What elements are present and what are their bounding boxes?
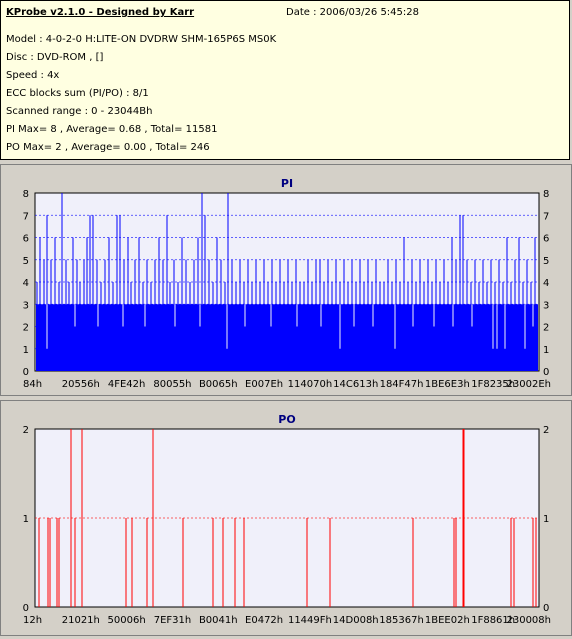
info-line-po-stats: PO Max= 2 , Average= 0.00 , Total= 246 (6, 142, 210, 153)
y-tick-label: 0 (23, 367, 29, 378)
x-tick-label: 7EF31h (154, 615, 192, 626)
po-chart: 0 0 1 1 2 2 PO 12h 21021h 50006h 7EF31h B0041h E0472… (23, 413, 551, 626)
y-tick-label: 4 (23, 278, 29, 289)
info-line-disc: Disc : DVD-ROM , [] (6, 52, 104, 63)
x-tick-label: 1F8235h (471, 379, 515, 390)
scan-date: Date : 2006/03/26 5:45:28 (286, 7, 419, 18)
x-tick-label: 1BEE02h (425, 615, 470, 626)
x-tick-label: E007Eh (245, 379, 283, 390)
x-tick-label: E0472h (245, 615, 283, 626)
y-tick-label-right: 7 (543, 211, 549, 222)
info-line-range: Scanned range : 0 - 23044Bh (6, 106, 153, 117)
y-tick-label: 2 (23, 323, 29, 334)
y-tick-label-right: 1 (543, 514, 549, 525)
x-tick-label: 230008h (506, 615, 551, 626)
y-tick-label-right: 2 (543, 323, 549, 334)
info-line-ecc: ECC blocks sum (PI/PO) : 8/1 (6, 88, 149, 99)
info-line-pi-stats: PI Max= 8 , Average= 0.68 , Total= 11581 (6, 124, 218, 135)
y-tick-label-right: 5 (543, 256, 549, 267)
y-tick-label: 3 (23, 300, 29, 311)
x-tick-label: 4FE42h (108, 379, 146, 390)
x-tick-label: 14C613h (333, 379, 378, 390)
x-tick-label: 23002Eh (507, 379, 551, 390)
x-tick-label: 114070h (288, 379, 333, 390)
y-tick-label: 6 (23, 234, 29, 245)
app-title: KProbe v2.1.0 - Designed by Karr (6, 7, 195, 18)
y-tick-label-right: 0 (543, 603, 549, 614)
y-tick-label-right: 6 (543, 234, 549, 245)
x-tick-label: B0041h (199, 615, 238, 626)
x-tick-label: 20556h (62, 379, 100, 390)
y-tick-label: 5 (23, 256, 29, 267)
y-tick-label: 7 (23, 211, 29, 222)
y-tick-label: 8 (23, 189, 29, 200)
y-tick-label-right: 0 (543, 367, 549, 378)
y-tick-label: 0 (23, 603, 29, 614)
chart-title: PI (281, 177, 293, 190)
x-tick-label: 50006h (108, 615, 146, 626)
po-chart-panel: 0 0 1 1 2 2 PO 12h 21021h 50006h 7EF31h B0041h E0472… (0, 400, 572, 636)
x-tick-label: 80055h (153, 379, 191, 390)
y-tick-label-right: 2 (543, 425, 549, 436)
x-tick-label: 14D008h (333, 615, 379, 626)
x-tick-label: 184F47h (380, 379, 424, 390)
y-tick-label-right: 4 (543, 278, 549, 289)
y-tick-label-right: 8 (543, 189, 549, 200)
y-tick-label-right: 1 (543, 345, 549, 356)
y-tick-label: 1 (23, 345, 29, 356)
x-tick-label: 12h (23, 615, 42, 626)
x-tick-label: 1F8861h (471, 615, 515, 626)
x-tick-label: 1BE6E3h (425, 379, 470, 390)
x-tick-label: 84h (23, 379, 42, 390)
x-tick-label: B0065h (199, 379, 238, 390)
x-tick-label: 21021h (62, 615, 100, 626)
info-line-speed: Speed : 4x (6, 70, 60, 81)
y-tick-label: 2 (23, 425, 29, 436)
y-tick-label-right: 3 (543, 300, 549, 311)
pi-chart: 0 0 1 1 2 2 3 3 4 4 5 5 6 6 7 7 8 8 PI 84h 20556h 4FE42h 80055… (23, 177, 551, 390)
info-panel: KProbe v2.1.0 - Designed by Karr Date : … (0, 0, 570, 160)
x-tick-label: 11449Fh (288, 615, 332, 626)
pi-chart-panel: 0 0 1 1 2 2 3 3 4 4 5 5 6 6 7 7 8 8 PI 84h 20556h 4FE42h 80055… (0, 164, 572, 396)
info-line-model: Model : 4-0-2-0 H:LITE-ON DVDRW SHM-165P… (6, 34, 277, 45)
chart-title: PO (278, 413, 295, 426)
x-tick-label: 185367h (379, 615, 424, 626)
y-tick-label: 1 (23, 514, 29, 525)
